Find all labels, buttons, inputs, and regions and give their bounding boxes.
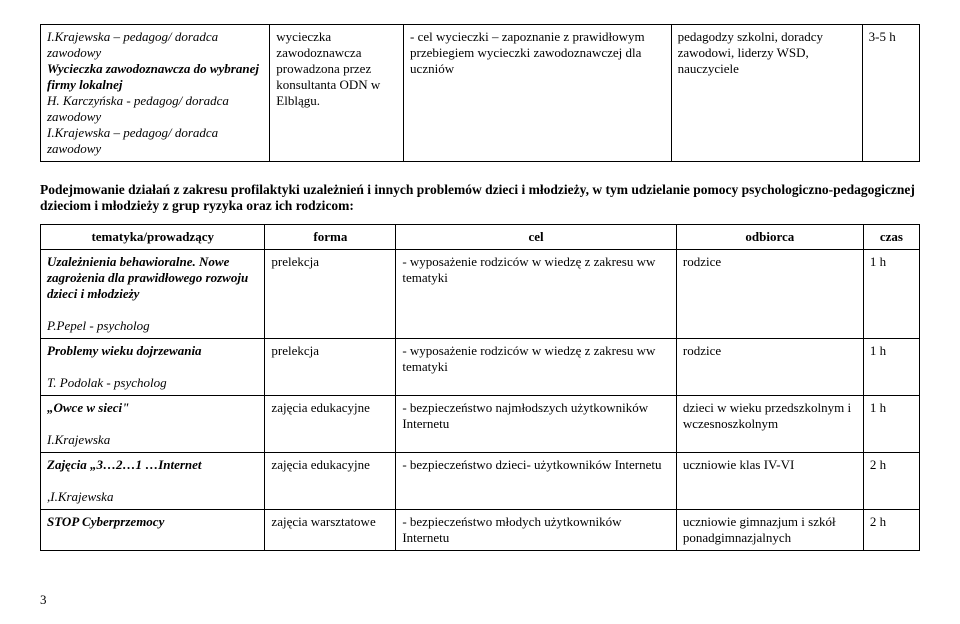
table-top: I.Krajewska – pedagog/ doradca zawodowyW… [40, 24, 920, 162]
header-time: czas [863, 225, 919, 250]
cell-line: I.Krajewska [47, 432, 258, 448]
cell-time: 3-5 h [862, 25, 919, 162]
cell-form: wycieczka zawodoznawcza prowadzona przez… [270, 25, 404, 162]
cell-audience: rodzice [676, 250, 863, 339]
cell-goal: - bezpieczeństwo dzieci- użytkowników In… [396, 453, 677, 510]
cell-line: ,I.Krajewska [47, 489, 258, 505]
cell-line: P.Pepel - psycholog [47, 318, 258, 334]
cell-line: Problemy wieku dojrzewania [47, 343, 258, 359]
table-header-row: tematyka/prowadzący forma cel odbiorca c… [41, 225, 920, 250]
cell-audience: pedagodzy szkolni, doradcy zawodowi, lid… [671, 25, 862, 162]
cell-time: 1 h [863, 339, 919, 396]
cell-form: prelekcja [265, 339, 396, 396]
cell-form: prelekcja [265, 250, 396, 339]
header-goal: cel [396, 225, 677, 250]
cell-line [47, 359, 258, 375]
header-audience: odbiorca [676, 225, 863, 250]
table-row: I.Krajewska – pedagog/ doradca zawodowyW… [41, 25, 920, 162]
cell-line: „Owce w sieci" [47, 400, 258, 416]
cell-line: H. Karczyńska - pedagog/ doradca zawodow… [47, 93, 263, 125]
cell-topic: STOP Cyberprzemocy [41, 510, 265, 551]
cell-goal: - wyposażenie rodziców w wiedzę z zakres… [396, 250, 677, 339]
table-row: Problemy wieku dojrzewania T. Podolak - … [41, 339, 920, 396]
cell-line [47, 302, 258, 318]
cell-audience: uczniowie gimnazjum i szkół ponadgimnazj… [676, 510, 863, 551]
cell-goal: - cel wycieczki – zapoznanie z prawidłow… [404, 25, 672, 162]
cell-line: T. Podolak - psycholog [47, 375, 258, 391]
page-number: 3 [40, 592, 47, 608]
cell-audience: rodzice [676, 339, 863, 396]
cell-line [47, 416, 258, 432]
cell-line: I.Krajewska – pedagog/ doradca zawodowy [47, 29, 263, 61]
cell-goal: - bezpieczeństwo najmłodszych użytkownik… [396, 396, 677, 453]
cell-audience: dzieci w wieku przedszkolnym i wczesnosz… [676, 396, 863, 453]
cell-goal: - bezpieczeństwo młodych użytkowników In… [396, 510, 677, 551]
cell-form: zajęcia edukacyjne [265, 453, 396, 510]
cell-line: Uzależnienia behawioralne. Nowe zagrożen… [47, 254, 258, 302]
cell-topic: Zajęcia „3…2…1 …Internet ,I.Krajewska [41, 453, 265, 510]
cell-line [47, 473, 258, 489]
cell-line: I.Krajewska – pedagog/ doradca zawodowy [47, 125, 263, 157]
header-topic: tematyka/prowadzący [41, 225, 265, 250]
table-row: Uzależnienia behawioralne. Nowe zagrożen… [41, 250, 920, 339]
cell-time: 2 h [863, 510, 919, 551]
section-heading: Podejmowanie działań z zakresu profilakt… [40, 182, 920, 214]
cell-time: 1 h [863, 396, 919, 453]
cell-form: zajęcia warsztatowe [265, 510, 396, 551]
table-row: „Owce w sieci" I.Krajewskazajęcia edukac… [41, 396, 920, 453]
cell-topic: Uzależnienia behawioralne. Nowe zagrożen… [41, 250, 265, 339]
header-form: forma [265, 225, 396, 250]
cell-time: 1 h [863, 250, 919, 339]
cell-line: STOP Cyberprzemocy [47, 514, 258, 530]
cell-audience: uczniowie klas IV-VI [676, 453, 863, 510]
cell-form: zajęcia edukacyjne [265, 396, 396, 453]
cell-topic: Problemy wieku dojrzewania T. Podolak - … [41, 339, 265, 396]
table-row: Zajęcia „3…2…1 …Internet ,I.Krajewskazaj… [41, 453, 920, 510]
cell-time: 2 h [863, 453, 919, 510]
cell-topic: I.Krajewska – pedagog/ doradca zawodowyW… [41, 25, 270, 162]
cell-topic: „Owce w sieci" I.Krajewska [41, 396, 265, 453]
table-main: tematyka/prowadzący forma cel odbiorca c… [40, 224, 920, 551]
cell-line: Zajęcia „3…2…1 …Internet [47, 457, 258, 473]
cell-goal: - wyposażenie rodziców w wiedzę z zakres… [396, 339, 677, 396]
cell-line: Wycieczka zawodoznawcza do wybranej firm… [47, 61, 263, 93]
table-row: STOP Cyberprzemocy zajęcia warsztatowe- b… [41, 510, 920, 551]
